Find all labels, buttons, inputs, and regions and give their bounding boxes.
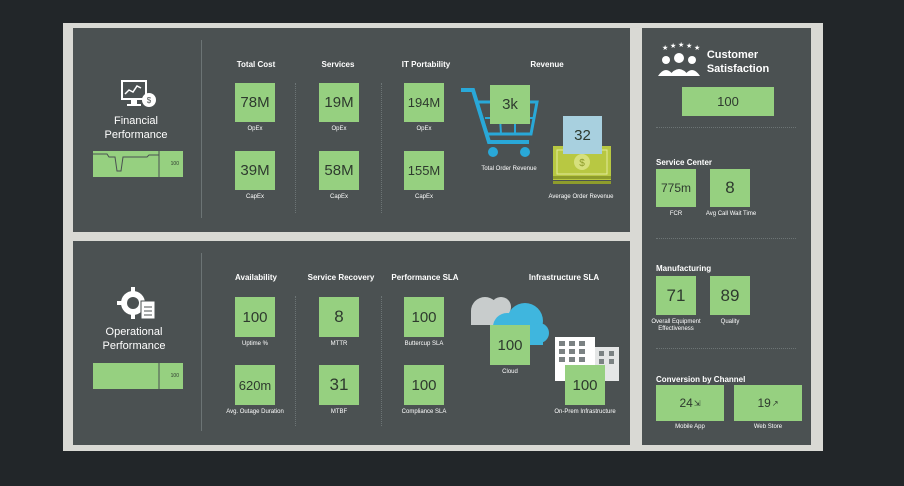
operational-title-line2: Performance	[102, 340, 166, 352]
customer-title-line1: Customer	[706, 49, 759, 61]
customer-title-line2: Satisfaction	[706, 63, 770, 75]
operational-divider	[201, 253, 202, 431]
it-opex-label: OpEx	[416, 126, 432, 132]
mttr-tile[interactable]: 8	[319, 297, 359, 337]
fcr-tile[interactable]: 775m	[656, 169, 696, 207]
operational-title-line1: Operational	[105, 326, 163, 338]
financial-panel: $ Financial Performance 100 Total Cost S…	[73, 28, 630, 232]
col-total-cost: Total Cost	[236, 60, 276, 69]
financial-title-line1: Financial	[113, 115, 159, 127]
it-capex-tile[interactable]: 155M	[404, 151, 444, 190]
col-divider	[295, 83, 296, 213]
services-opex-label: OpEx	[331, 126, 347, 132]
svg-text:$: $	[579, 158, 585, 169]
service-center-title: Service Center	[656, 158, 713, 167]
services-opex-tile[interactable]: 19M	[319, 83, 359, 122]
outage-tile[interactable]: 620m	[235, 365, 275, 405]
svg-text:★: ★	[678, 42, 684, 49]
total-cost-opex-tile[interactable]: 78M	[235, 83, 275, 122]
mtbf-tile[interactable]: 31	[319, 365, 359, 405]
svg-text:★: ★	[686, 42, 692, 50]
manufacturing-title: Manufacturing	[656, 264, 712, 273]
compliance-sla-tile[interactable]: 100	[404, 365, 444, 405]
trend-down-icon: ⇲	[693, 398, 701, 408]
cloud-tile[interactable]: 100	[490, 325, 530, 365]
it-opex-tile[interactable]: 194M	[404, 83, 444, 122]
services-capex-tile[interactable]: 58M	[319, 151, 359, 190]
sparkline-chart	[93, 151, 160, 177]
quality-label: Quality	[720, 319, 740, 325]
col-infrastructure-sla: Infrastructure SLA	[528, 273, 600, 282]
outage-label: Avg. Outage Duration	[226, 409, 284, 415]
total-order-revenue-label: Total Order Revenue	[481, 166, 537, 172]
uptime-label: Uptime %	[241, 341, 269, 347]
sparkline-chart	[158, 363, 160, 389]
col-it-portability: IT Portability	[401, 60, 451, 69]
col-performance-sla: Performance SLA	[391, 273, 459, 282]
col-services: Services	[321, 60, 355, 69]
oee-tile[interactable]: 71	[656, 276, 696, 315]
cloud-label: Cloud	[502, 369, 518, 375]
svg-text:★: ★	[670, 42, 676, 50]
financial-spark-value: 100	[170, 161, 179, 167]
col-divider	[295, 296, 296, 426]
fcr-label: FCR	[669, 211, 683, 217]
oee-label-line2: Effectiveness	[658, 326, 694, 332]
customer-group-icon: ★ ★ ★ ★ ★	[658, 42, 700, 76]
mtbf-label: MTBF	[330, 409, 348, 415]
web-store-value: 19	[757, 396, 771, 410]
mobile-app-label: Mobile App	[675, 424, 705, 430]
financial-sparkline[interactable]: 100	[93, 151, 183, 177]
call-wait-tile[interactable]: 8	[710, 169, 750, 207]
trend-up-icon: ↗	[771, 398, 779, 408]
col-service-recovery: Service Recovery	[307, 273, 375, 282]
conversion-title: Conversion by Channel	[656, 375, 746, 384]
on-prem-tile[interactable]: 100	[565, 365, 605, 405]
mobile-app-value: 24	[679, 396, 693, 410]
col-revenue: Revenue	[530, 60, 564, 69]
svg-text:★: ★	[694, 44, 700, 52]
mobile-app-tile[interactable]: 24 ⇲	[656, 385, 724, 421]
average-order-revenue-tile[interactable]: 32	[563, 116, 602, 154]
col-divider	[381, 83, 382, 213]
oee-label: Overall Equipment Effectiveness	[651, 319, 700, 333]
total-cost-capex-tile[interactable]: 39M	[235, 151, 275, 190]
services-capex-label: CapEx	[329, 194, 349, 200]
financial-divider	[201, 40, 202, 218]
web-store-tile[interactable]: 19 ↗	[734, 385, 802, 421]
customer-satisfaction-title: Customer Satisfaction	[707, 48, 769, 76]
average-order-revenue-label: Average Order Revenue	[548, 194, 614, 200]
section-divider	[656, 238, 796, 239]
svg-text:★: ★	[662, 44, 668, 52]
total-cost-capex-label: CapEx	[245, 194, 265, 200]
operational-panel: Operational Performance 100 Availability…	[73, 241, 630, 445]
oee-label-line1: Overall Equipment	[651, 319, 701, 325]
section-divider	[656, 348, 796, 349]
financial-title: Financial Performance	[105, 114, 168, 142]
it-capex-label: CapEx	[414, 194, 434, 200]
gear-clipboard-icon	[117, 287, 156, 320]
web-store-label: Web Store	[753, 424, 783, 430]
compliance-sla-label: Compliance SLA	[401, 409, 447, 415]
operational-sparkline[interactable]: 100	[93, 363, 183, 389]
col-availability: Availability	[235, 273, 277, 282]
right-panel: ★ ★ ★ ★ ★ Customer Satisfaction 100 Service …	[642, 28, 811, 445]
financial-report-icon: $	[121, 80, 156, 107]
quality-tile[interactable]: 89	[710, 276, 750, 315]
call-wait-label: Avg Call Wait Time	[705, 211, 757, 217]
col-divider	[381, 296, 382, 426]
financial-title-line2: Performance	[104, 129, 168, 141]
operational-title: Operational Performance	[103, 325, 166, 353]
total-order-revenue-tile[interactable]: 3k	[490, 85, 530, 124]
section-divider	[656, 127, 796, 128]
buttercup-sla-label: Buttercup SLA	[404, 341, 444, 347]
svg-text:$: $	[147, 96, 152, 105]
mttr-label: MTTR	[330, 341, 348, 347]
total-cost-opex-label: OpEx	[247, 126, 263, 132]
uptime-tile[interactable]: 100	[235, 297, 275, 337]
buttercup-sla-tile[interactable]: 100	[404, 297, 444, 337]
operational-spark-value: 100	[170, 373, 179, 379]
on-prem-label: On-Prem Infrastructure	[554, 409, 616, 415]
customer-satisfaction-tile[interactable]: 100	[682, 87, 774, 116]
